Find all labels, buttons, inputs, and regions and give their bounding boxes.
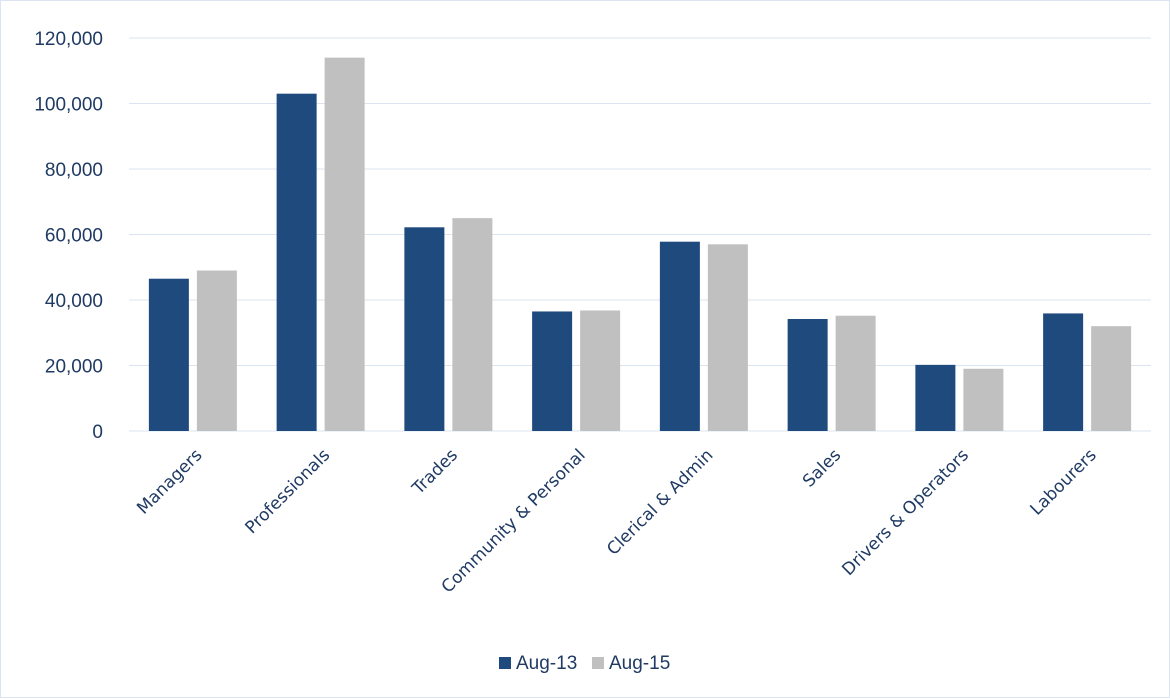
x-tick-label: Trades — [408, 445, 462, 499]
x-tick-label: Sales — [799, 445, 845, 491]
bar-aug-13-0 — [148, 278, 189, 431]
x-tick-label: Drivers & Operators — [838, 445, 973, 580]
legend-label: Aug-13 — [516, 653, 577, 674]
legend-label: Aug-15 — [609, 653, 670, 674]
x-tick-label: Managers — [133, 445, 206, 518]
bar-aug-15-5 — [835, 315, 876, 431]
y-tick-label: 120,000 — [34, 29, 103, 50]
bars — [148, 57, 1132, 432]
bar-aug-15-3 — [580, 310, 621, 431]
bar-aug-13-1 — [276, 93, 317, 432]
bar-aug-15-6 — [963, 368, 1004, 431]
y-tick-label: 40,000 — [45, 291, 103, 312]
legend-swatch — [499, 657, 511, 669]
x-tick-label: Professionals — [242, 445, 335, 538]
bar-aug-15-4 — [707, 244, 748, 431]
bar-aug-13-6 — [915, 364, 956, 431]
y-tick-label: 100,000 — [34, 95, 103, 116]
bar-aug-13-3 — [532, 311, 573, 431]
y-tick-label: 80,000 — [45, 160, 103, 181]
x-tick-label: Community & Personal — [438, 445, 590, 597]
bar-aug-15-2 — [452, 218, 493, 431]
legend: Aug-13 Aug-15 — [499, 653, 670, 674]
bar-aug-13-4 — [659, 241, 700, 431]
bar-aug-15-0 — [196, 270, 237, 431]
bar-aug-13-7 — [1043, 313, 1084, 431]
y-tick-label: 60,000 — [45, 226, 103, 247]
bar-aug-13-5 — [787, 318, 828, 431]
bar-aug-15-7 — [1091, 326, 1132, 431]
x-tick-label: Clerical & Admin — [603, 445, 717, 559]
bar-aug-15-1 — [324, 57, 365, 432]
y-tick-label: 20,000 — [45, 357, 103, 378]
legend-swatch — [592, 657, 604, 669]
y-axis-ticks: 0 20,000 40,000 60,000 80,000 100,000 120,000 — [34, 29, 103, 443]
x-tick-label: Labourers — [1027, 445, 1101, 519]
y-tick-label: 0 — [92, 422, 103, 443]
bar-aug-13-2 — [404, 227, 445, 431]
